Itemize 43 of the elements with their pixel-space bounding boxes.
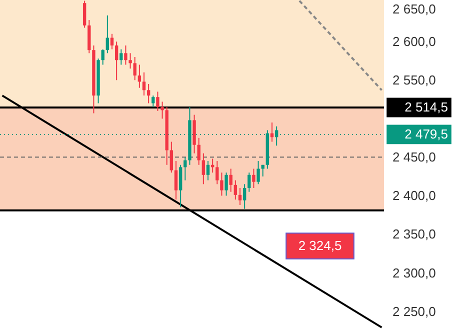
y-tick-label: 2 250,0 xyxy=(392,304,436,319)
candlestick xyxy=(274,126,278,146)
candlestick xyxy=(248,172,251,192)
y-tick-label: 2 400,0 xyxy=(392,188,436,204)
candlestick xyxy=(238,188,242,206)
y-tick-label: 2 550,0 xyxy=(392,72,436,88)
candlestick xyxy=(146,83,150,104)
candlestick xyxy=(256,160,260,185)
ref-line-label: 2 514,5 xyxy=(404,99,448,114)
candlestick xyxy=(178,164,182,208)
y-tick-label: 2 450,0 xyxy=(392,150,436,165)
y-tick-label: 2 350,0 xyxy=(392,226,436,242)
candlestick xyxy=(120,48,123,66)
candlestick xyxy=(110,33,114,50)
candlestick xyxy=(229,168,232,192)
candlestick xyxy=(82,0,86,28)
candlestick xyxy=(202,152,206,185)
y-tick-label: 2 650,0 xyxy=(392,2,436,17)
candlestick xyxy=(224,172,228,196)
candlestick xyxy=(152,95,155,108)
candlestick xyxy=(114,41,118,81)
ref-line-label: 2 479,5 xyxy=(404,126,448,142)
candlestick xyxy=(197,137,200,166)
candlestick xyxy=(234,180,238,200)
candlestick xyxy=(160,101,164,120)
candlestick xyxy=(242,184,246,210)
candlestick xyxy=(220,172,224,196)
candlestick xyxy=(142,72,146,96)
candlestick xyxy=(206,160,210,181)
y-tick-label: 2 300,0 xyxy=(392,265,436,280)
candlestick xyxy=(128,52,132,70)
candlestick xyxy=(101,48,104,66)
candlestick xyxy=(156,91,160,112)
candlestick xyxy=(124,44,128,66)
candlestick xyxy=(138,64,142,88)
candlestick xyxy=(174,160,178,200)
annotation: 2 324,5 xyxy=(298,238,342,253)
y-tick-label: 2 600,0 xyxy=(392,34,436,50)
candlestick xyxy=(216,160,219,185)
candlestick xyxy=(252,168,256,188)
candlestick xyxy=(170,141,174,174)
candlestick xyxy=(133,56,136,81)
candlestick xyxy=(106,14,110,54)
